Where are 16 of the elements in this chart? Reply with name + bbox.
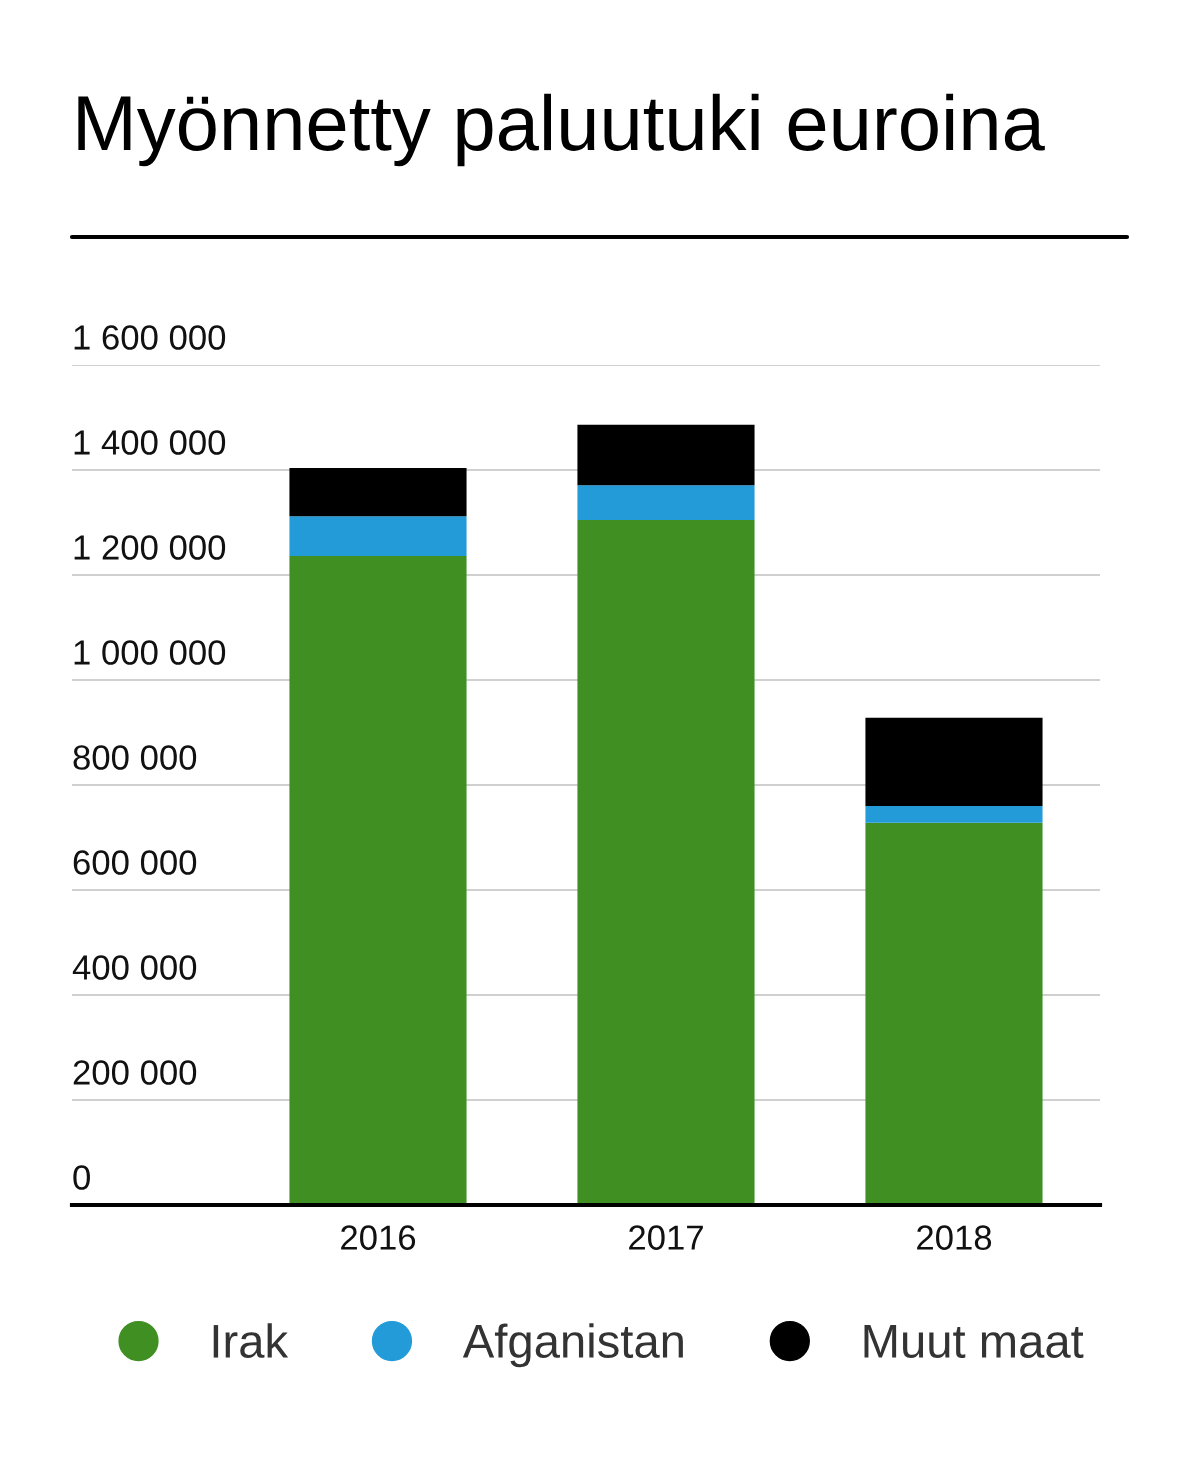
legend-label: Muut maat <box>864 1325 1084 1359</box>
y-tick-label: 0 <box>73 1165 90 1190</box>
x-tick-label: 2016 <box>341 1225 416 1250</box>
y-tick-label: 800 000 <box>73 745 197 770</box>
y-tick-label: 1 600 000 <box>74 325 226 350</box>
x-tick-label: 2017 <box>629 1225 703 1250</box>
legend-label: Afganistan <box>462 1323 683 1368</box>
y-tick-label: 1 000 000 <box>74 640 226 665</box>
legend-label: Irak <box>213 1323 289 1359</box>
chart-title: Myönnetty paluutuki euroina <box>78 93 1045 167</box>
y-tick-label: 600 000 <box>73 850 197 875</box>
y-tick-label: 1 400 000 <box>74 430 226 455</box>
y-tick-label: 200 000 <box>73 1060 197 1085</box>
y-tick-label: 1 200 000 <box>74 535 226 560</box>
y-tick-label: 400 000 <box>72 955 197 980</box>
x-tick-label: 2018 <box>917 1225 992 1250</box>
